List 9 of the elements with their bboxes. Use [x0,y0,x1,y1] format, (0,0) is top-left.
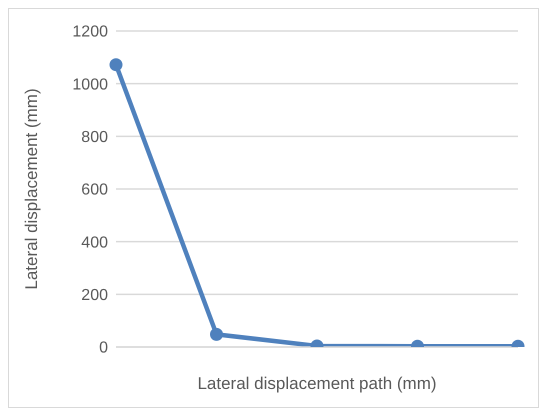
y-tick-label: 600 [81,182,108,199]
y-tick-label: 1200 [72,24,108,41]
y-tick-label: 400 [81,234,108,252]
y-tick-label: 800 [81,129,108,146]
x-axis-title: Lateral displacement path (mm) [197,374,437,393]
y-tick-label: 200 [81,287,108,304]
y-axis-title: Lateral displacement (mm) [22,88,42,290]
y-tick-label: 1000 [72,76,108,94]
y-tick-label: 0 [99,340,108,357]
